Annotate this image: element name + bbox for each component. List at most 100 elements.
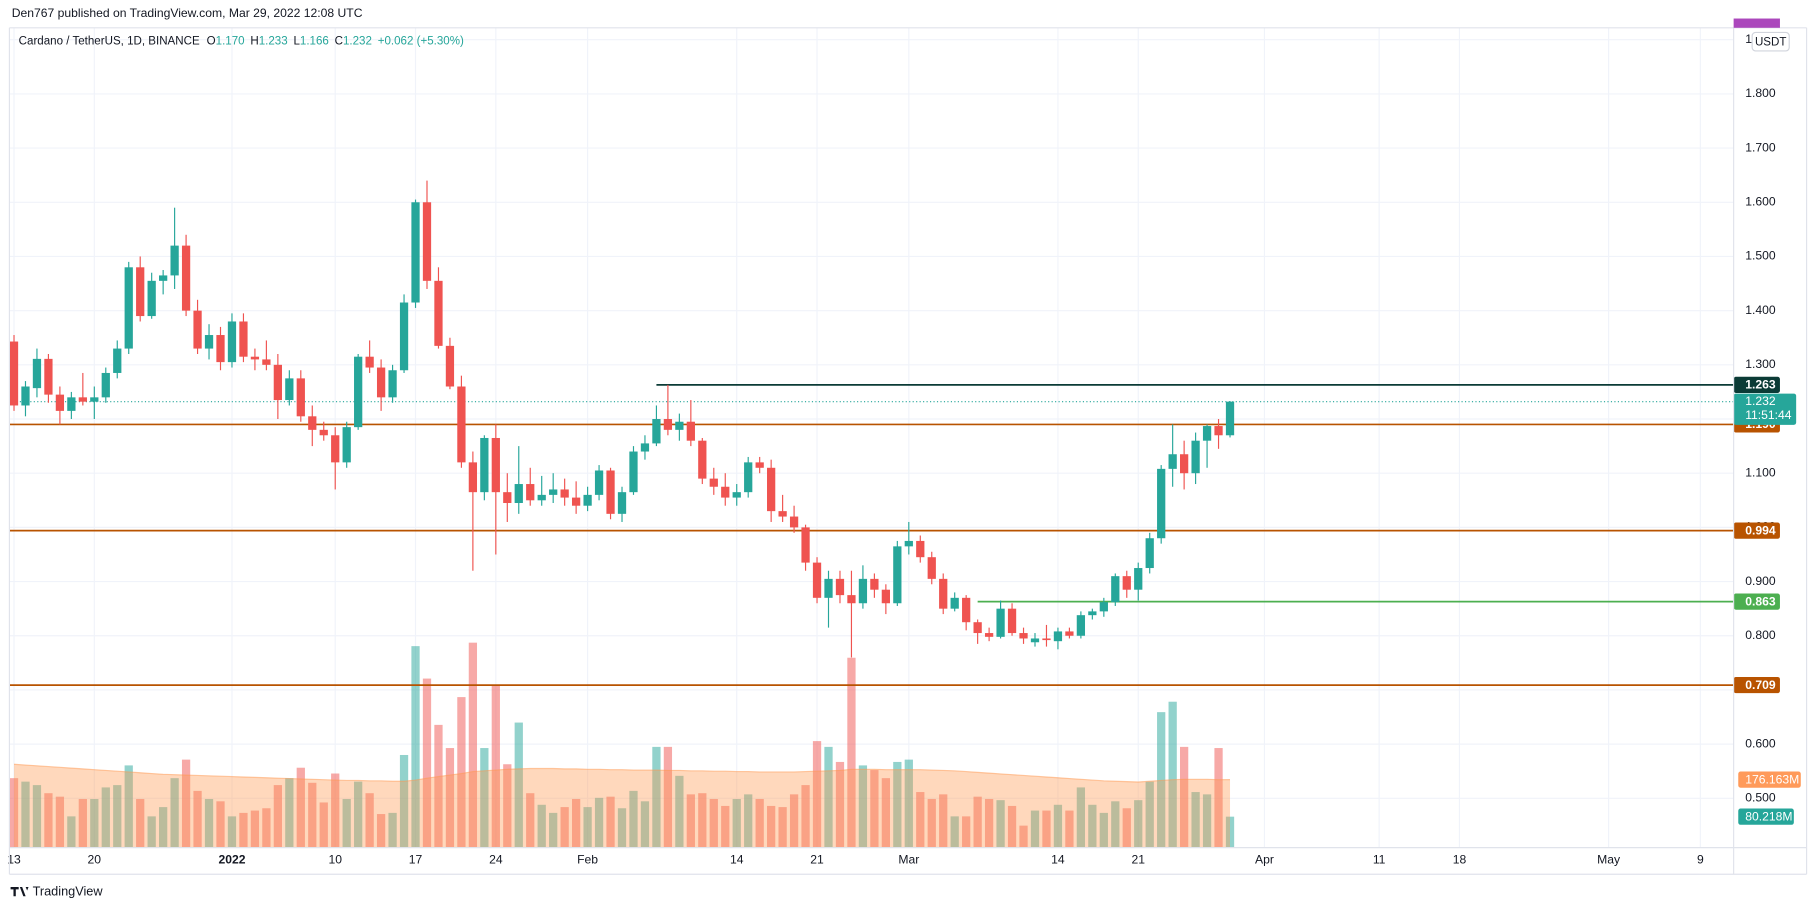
candle-body: [181, 245, 191, 311]
legend: Cardano / TetherUS, 1D, BINANCE O1.170 H1.…: [19, 36, 464, 48]
candle-body: [113, 348, 122, 373]
volume-bar: [239, 812, 248, 848]
volume-bar: [881, 778, 890, 848]
candle-body: [1065, 631, 1074, 636]
volume-bar: [1179, 746, 1189, 848]
volume-bar: [422, 678, 432, 848]
countdown: 11:51:44: [1745, 408, 1792, 422]
x-tick-label: 18: [1453, 853, 1467, 867]
last-price-label: 1.232: [1745, 394, 1776, 408]
candle-body: [1088, 611, 1097, 616]
candle-body: [204, 335, 214, 349]
volume-bar: [835, 761, 845, 848]
logo[interactable]: TradingView: [10, 884, 104, 899]
volume-bar: [457, 697, 466, 848]
candle-body: [904, 540, 913, 547]
high: 1.233: [259, 36, 288, 48]
candle-body: [755, 462, 764, 468]
candle-body: [239, 321, 248, 357]
candle-body: [1053, 631, 1063, 642]
volume-bar: [893, 761, 902, 848]
volume-bar: [1225, 816, 1235, 848]
x-tick-label: 10: [328, 853, 342, 867]
volume-bar: [514, 722, 523, 848]
logo-text[interactable]: TradingView: [33, 884, 104, 899]
volume-bar: [67, 816, 76, 848]
y-tick-label: 0.500: [1745, 791, 1776, 805]
currency[interactable]: USDT: [1755, 36, 1786, 48]
volume-bar: [652, 746, 661, 848]
candle-body: [709, 478, 718, 487]
currency-badge[interactable]: USDT: [1751, 31, 1790, 52]
level-label: 0.709: [1745, 678, 1776, 692]
volume-bar: [904, 759, 913, 848]
volume-bar: [204, 798, 214, 848]
candle-body: [101, 372, 110, 398]
volume-bar: [1019, 825, 1028, 848]
volume-bar: [927, 798, 936, 848]
candle-body: [354, 356, 363, 428]
candle-body: [491, 437, 500, 493]
volume-bar: [583, 807, 592, 848]
volume-bar: [801, 785, 810, 848]
candle-body: [686, 421, 695, 441]
y-tick-label: 0.600: [1745, 736, 1776, 750]
volume-bar: [319, 802, 328, 848]
y-tick-label: 1.400: [1745, 303, 1776, 317]
volume-bar: [216, 801, 225, 848]
volume-bar: [870, 770, 879, 848]
candle-body: [812, 562, 822, 598]
candle-body: [376, 367, 386, 398]
open: 1.170: [216, 36, 245, 48]
candle-body: [962, 597, 971, 623]
candle-body: [1179, 454, 1189, 474]
candle-body: [526, 484, 535, 501]
candle-body: [721, 486, 730, 498]
x-tick-label: 2022: [218, 853, 245, 867]
candle-body: [331, 435, 340, 463]
volume-bar: [996, 800, 1005, 848]
y-tick-label: 0.900: [1745, 574, 1776, 588]
volume-bar: [744, 794, 753, 848]
volume-bar: [480, 748, 489, 848]
candle-body: [1168, 454, 1177, 469]
volume-bar: [675, 775, 684, 848]
x-tick-label: 14: [1051, 853, 1065, 867]
volume-bar: [170, 778, 179, 848]
volume-bar: [812, 741, 822, 848]
x-tick-label: May: [1597, 853, 1621, 867]
y-tick-label: 1.600: [1745, 194, 1776, 208]
volume-bar: [365, 793, 374, 848]
currency-box[interactable]: [1751, 31, 1790, 52]
volume-bar: [962, 816, 971, 848]
y-tick-label: 1.700: [1745, 140, 1776, 154]
candle-body: [1111, 576, 1120, 603]
candle-body: [296, 378, 305, 417]
volume-bar: [1053, 804, 1063, 848]
candle-body: [640, 443, 650, 452]
candle-body: [193, 310, 202, 349]
candle-body: [1157, 468, 1166, 539]
last-price-box: [1733, 393, 1797, 425]
candle-body: [606, 470, 615, 514]
candle-body: [434, 280, 443, 346]
x-tick-label: 24: [489, 853, 503, 867]
candle-body: [652, 419, 661, 444]
candle-body: [67, 397, 76, 411]
volume-bar: [858, 765, 868, 848]
volume-bar: [526, 793, 535, 848]
volume-bar: [181, 759, 191, 848]
candle-body: [893, 546, 902, 604]
volume-bar: [606, 796, 615, 848]
volume-bar: [778, 807, 787, 848]
volume-ma-label: 176.163M: [1745, 772, 1799, 786]
open-key: O: [207, 36, 216, 48]
volume-bar: [1099, 812, 1108, 848]
volume-pane: [9, 642, 1235, 848]
x-tick-label: 14: [730, 853, 744, 867]
volume-bar: [113, 785, 122, 848]
candle-body: [422, 202, 432, 281]
volume-bar: [1191, 792, 1200, 848]
volume-bar: [732, 798, 741, 848]
logo-mark[interactable]: [10, 886, 29, 897]
